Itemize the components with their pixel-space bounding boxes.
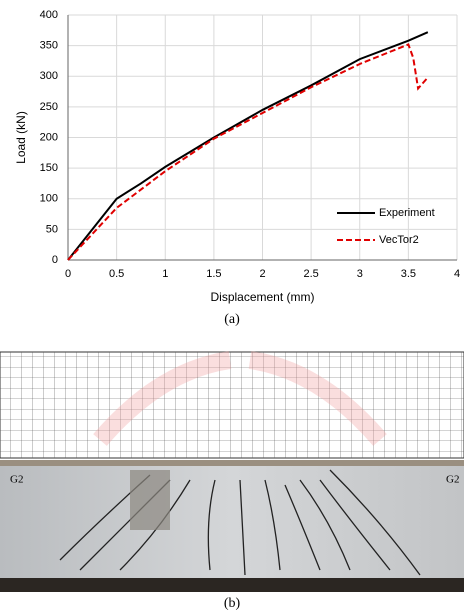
y-tick-label: 200 xyxy=(40,131,58,143)
series-line xyxy=(67,31,429,261)
x-axis-label: Displacement (mm) xyxy=(210,290,314,304)
y-tick-label: 150 xyxy=(40,162,58,174)
spall xyxy=(130,470,170,530)
y-tick-label: 350 xyxy=(40,40,58,52)
caption-b: (b) xyxy=(224,596,241,611)
series-line xyxy=(67,43,429,261)
x-tick-label: 2.5 xyxy=(303,268,318,280)
y-tick-label: 300 xyxy=(40,70,58,82)
beam-label: G2 xyxy=(446,474,459,486)
y-tick-label: 250 xyxy=(40,101,58,113)
legend-label: VecTor2 xyxy=(379,234,419,246)
x-tick-label: 4 xyxy=(454,268,460,280)
x-tick-label: 2 xyxy=(259,268,265,280)
legend-label: Experiment xyxy=(379,207,435,219)
y-tick-label: 0 xyxy=(52,254,58,266)
x-tick-label: 3 xyxy=(357,268,363,280)
beam xyxy=(0,466,464,578)
x-tick-label: 1.5 xyxy=(206,268,221,280)
caption-a: (a) xyxy=(224,312,240,327)
x-tick-label: 0 xyxy=(65,268,71,280)
y-axis-label: Load (kN) xyxy=(14,111,28,164)
support xyxy=(0,578,464,592)
x-tick-label: 1 xyxy=(162,268,168,280)
y-tick-label: 50 xyxy=(46,223,58,235)
mesh-cracks xyxy=(93,351,387,446)
beam-label: G2 xyxy=(10,474,23,486)
mesh-grid xyxy=(0,352,464,458)
x-tick-label: 0.5 xyxy=(109,268,124,280)
x-tick-label: 3.5 xyxy=(401,268,416,280)
y-tick-label: 400 xyxy=(40,9,58,21)
y-tick-label: 100 xyxy=(40,193,58,205)
